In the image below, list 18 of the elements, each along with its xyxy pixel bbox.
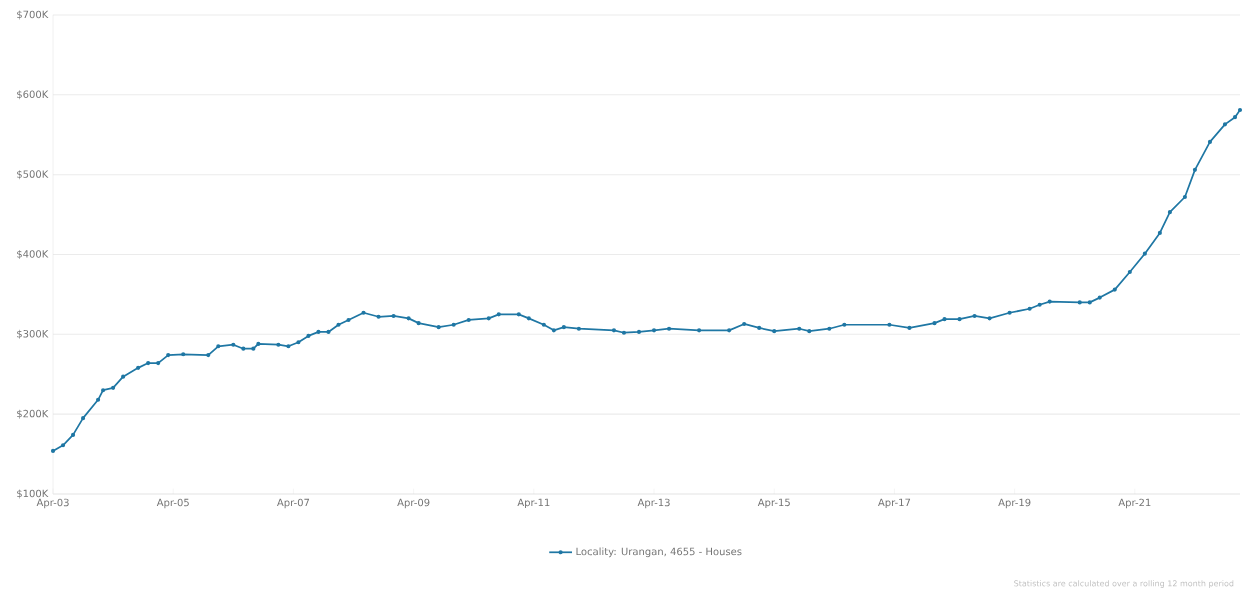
legend-label: Locality: Urangan, 4655 - Houses xyxy=(576,547,742,558)
x-tick-label: Apr-19 xyxy=(998,498,1031,509)
y-tick-label: $200K xyxy=(17,409,49,419)
x-tick-label: Apr-09 xyxy=(397,498,430,509)
y-tick-label: $400K xyxy=(17,249,49,260)
y-tick-label: $600K xyxy=(17,90,49,100)
x-tick-label: Apr-11 xyxy=(517,498,550,509)
y-tick-label: $500K xyxy=(17,170,49,180)
y-tick-label: $700K xyxy=(17,10,49,20)
x-tick-label: Apr-17 xyxy=(878,498,911,509)
y-tick-label: $300K xyxy=(17,329,49,339)
x-tick-label: Apr-05 xyxy=(156,498,189,509)
x-tick-label: Apr-21 xyxy=(1118,498,1151,509)
x-tick-label: Apr-15 xyxy=(757,498,790,509)
x-tick-label: Apr-07 xyxy=(277,498,310,509)
y-tick-label: $100K xyxy=(17,489,49,499)
x-tick-label: Apr-03 xyxy=(36,498,69,509)
x-tick-label: Apr-13 xyxy=(637,498,670,509)
